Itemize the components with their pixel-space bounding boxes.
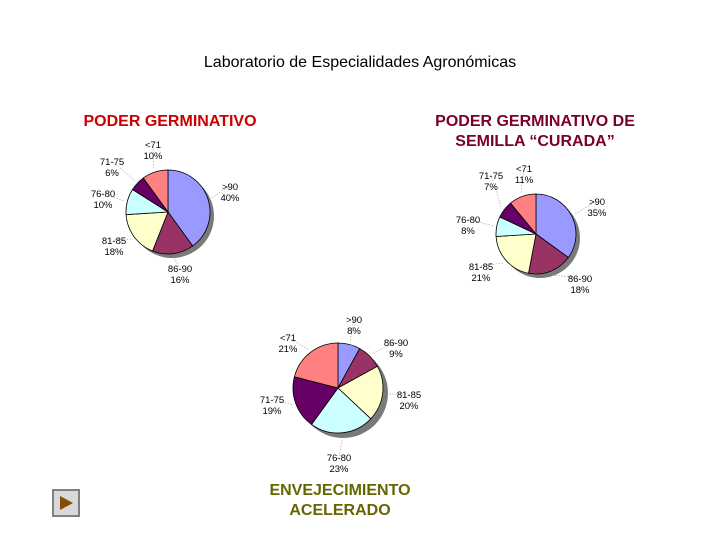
- slice-label: >90: [589, 197, 605, 208]
- leader-line: [271, 398, 292, 405]
- slice-percent: 7%: [484, 182, 498, 193]
- slice-percent: 35%: [587, 208, 607, 219]
- slice-label: 76-80: [327, 453, 351, 464]
- slice-percent: 9%: [389, 349, 403, 360]
- slice-label: 71-75: [479, 171, 503, 182]
- slice-percent: 23%: [329, 464, 349, 475]
- pie-chart-1: >9040%86-9016%81-8518%76-8010%71-756%<71…: [91, 140, 240, 286]
- pie-slice: [292, 376, 339, 425]
- leader-line: [349, 318, 355, 341]
- slice-percent: 10%: [143, 151, 163, 162]
- pie-slice: [167, 169, 211, 247]
- leader-line: [287, 336, 309, 350]
- slice-percent: 18%: [104, 247, 124, 258]
- pie-slice: [495, 233, 537, 274]
- pie-slice: [535, 193, 577, 259]
- slice-label: 71-75: [260, 395, 284, 406]
- chart-title-semilla-curada: PODER GERMINATIVO DE SEMILLA “CURADA”: [435, 113, 635, 150]
- pie-slice: [528, 233, 569, 275]
- slice-label: 81-85: [469, 262, 493, 273]
- leader-line: [575, 200, 598, 215]
- slice-percent: 18%: [570, 285, 590, 296]
- slice-label: 86-90: [384, 338, 408, 349]
- leader-line: [152, 143, 155, 169]
- slice-label: 71-75: [100, 157, 124, 168]
- slice-percent: 21%: [278, 344, 298, 355]
- slice-percent: 8%: [347, 326, 361, 337]
- leader-line: [173, 257, 181, 269]
- slice-label: 81-85: [397, 390, 421, 401]
- pie-slice: [125, 211, 169, 252]
- leader-line: [490, 174, 502, 208]
- slice-label: >90: [222, 182, 238, 193]
- slice-label: <71: [145, 140, 161, 151]
- slice-percent: 6%: [105, 168, 119, 179]
- slice-label: 76-80: [456, 215, 480, 226]
- slice-label: <71: [280, 333, 296, 344]
- slice-label: 76-80: [91, 189, 115, 200]
- pie-slice: [310, 387, 372, 434]
- pie-slice: [337, 365, 384, 420]
- slice-label: >90: [346, 315, 362, 326]
- leader-line: [211, 185, 231, 199]
- leader-line: [480, 262, 504, 267]
- slice-label: 86-90: [568, 274, 592, 285]
- chart-title-envejecimiento: ENVEJECIMIENTO ACELERADO: [269, 482, 411, 519]
- leader-line: [338, 436, 343, 458]
- leader-line: [372, 341, 397, 354]
- next-slide-button[interactable]: [52, 489, 80, 517]
- page-title: Laboratorio de Especialidades Agronómica…: [203, 54, 517, 71]
- slice-label: <71: [516, 164, 532, 175]
- play-arrow-icon: [60, 496, 73, 510]
- slice-percent: 8%: [461, 226, 475, 237]
- slice-percent: 10%: [93, 200, 113, 211]
- slice-label: 81-85: [102, 236, 126, 247]
- slice-label: 86-90: [168, 264, 192, 275]
- chart-title-poder-germinativo: PODER GERMINATIVO: [83, 113, 257, 130]
- leader-line: [467, 218, 493, 227]
- pie-slice: [509, 193, 537, 236]
- slice-percent: 21%: [471, 273, 491, 284]
- slice-percent: 40%: [220, 193, 240, 204]
- leader-line: [520, 167, 525, 193]
- slice-percent: 11%: [515, 175, 534, 186]
- slice-percent: 19%: [262, 406, 282, 417]
- pie-slice: [142, 169, 169, 214]
- pie-slice: [293, 342, 339, 389]
- leader-line: [111, 160, 135, 181]
- leader-line: [102, 192, 124, 201]
- slice-percent: 16%: [170, 275, 190, 286]
- slice-percent: 20%: [399, 401, 419, 412]
